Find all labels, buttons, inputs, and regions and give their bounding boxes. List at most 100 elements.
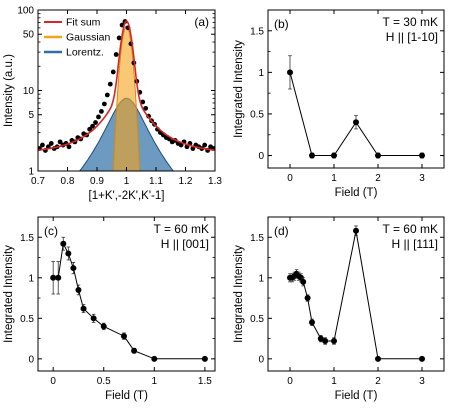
plot-area: [38, 19, 215, 171]
panel-label: (c): [44, 224, 58, 238]
data-point: [190, 146, 196, 151]
y-tick-label: 1.5: [250, 233, 264, 244]
data-point: [70, 265, 77, 272]
x-tick-label: 0: [50, 376, 56, 387]
annotation-text: T = 30 mK: [383, 15, 438, 29]
data-point: [131, 347, 138, 354]
y-axis-label: Intensity (a.u.): [3, 54, 15, 127]
y-tick-label: 1: [258, 68, 264, 79]
data-point: [87, 126, 93, 132]
x-axis-label: Field (T): [335, 390, 378, 402]
panel-a: 0.7 0.8 0.9 1 1.1 1.2 1.3 1 5 10 50 100 [1+K',-2K',K…: [3, 6, 222, 203]
x-tick-label: 2: [375, 376, 381, 387]
x-tick-label: 0: [287, 173, 293, 184]
data-point: [90, 123, 95, 129]
y-tick-label: 100: [17, 6, 34, 17]
data-point: [107, 81, 113, 87]
panel-label: (a): [194, 15, 209, 29]
x-tick-label: 2: [375, 173, 381, 184]
y-tick-label: 0: [258, 151, 264, 162]
data-point: [55, 274, 62, 281]
annotation-text: T = 60 mK: [383, 222, 438, 236]
x-axis-label: Field (T): [335, 187, 378, 199]
y-tick-label: 1.5: [20, 233, 34, 244]
data-point: [57, 139, 63, 145]
data-point: [100, 323, 107, 330]
x-tick-label: 0.7: [31, 176, 45, 187]
data-point: [309, 152, 315, 159]
y-tick-label: 5: [28, 110, 34, 121]
y-axis-label: Integrated Intensity: [3, 245, 15, 343]
x-tick-label: 1: [331, 376, 337, 387]
x-tick-label: 0.5: [97, 376, 111, 387]
data-point: [375, 355, 381, 362]
y-tick-label: 1: [28, 273, 34, 284]
data-point: [317, 335, 324, 342]
y-tick-label: 1.5: [250, 26, 264, 37]
data-point: [322, 338, 329, 345]
x-tick-label: 3: [419, 173, 425, 184]
data-point: [48, 141, 54, 146]
x-tick-label: 0: [287, 376, 293, 387]
data-point: [202, 142, 208, 148]
data-point: [419, 355, 425, 362]
x-tick-label: 1: [124, 176, 130, 187]
x-tick-label: 1: [152, 376, 158, 387]
y-axis-label: Integrated Intensity: [233, 40, 245, 138]
x-tick-label: 0.9: [90, 176, 104, 187]
data-point: [143, 105, 149, 111]
x-tick-label: 1.2: [179, 176, 193, 187]
y-tick-label: 1: [258, 273, 264, 284]
annotation-text: H || [1-10]: [386, 30, 438, 44]
y-tick-label: 0.5: [20, 314, 34, 325]
x-tick-label: 1.5: [198, 376, 212, 387]
data-line: [53, 242, 205, 360]
gaussian-fill: [113, 25, 140, 171]
x-tick-label: 1: [331, 173, 337, 184]
data-point: [309, 319, 315, 326]
data-point: [50, 274, 57, 281]
data-point: [201, 355, 208, 362]
data-point: [93, 120, 98, 125]
annotation-text: T = 60 mK: [154, 222, 209, 236]
data-point: [96, 114, 101, 120]
data-point: [60, 240, 67, 247]
data-point: [101, 101, 107, 107]
panel-label: (d): [274, 224, 289, 238]
annotation-text: H || [001]: [161, 237, 209, 251]
panel-b: 0 1 2 3 0 0.5 1 1.5 Field (T) Integrated Intensit…: [233, 9, 445, 199]
panel-label: (b): [274, 17, 289, 31]
y-tick-label: 0.5: [250, 109, 264, 120]
data-point: [99, 109, 104, 114]
fit-sum-line: [38, 20, 215, 152]
data-point: [120, 333, 127, 340]
data-point: [65, 250, 72, 257]
data-point: [116, 35, 122, 41]
x-tick-label: 1.3: [208, 176, 222, 187]
x-tick-label: 3: [419, 376, 425, 387]
data-point: [419, 152, 425, 159]
data-point: [80, 305, 87, 312]
data-point: [300, 278, 307, 285]
panel-d: 0 1 2 3 0 0.5 1 1.5 Field (T) Integrated Intensit…: [233, 216, 445, 402]
data-point: [331, 152, 337, 159]
data-point: [331, 338, 337, 345]
data-point: [90, 315, 97, 322]
data-point: [353, 227, 359, 234]
panel-c: 0 0.5 1 1.5 0 0.5 1 1.5 Field (T) Integrated Inte…: [3, 216, 216, 402]
plot-frame: [267, 216, 445, 372]
y-tick-label: 0: [28, 354, 34, 365]
y-tick-label: 0.5: [250, 314, 264, 325]
data-point: [304, 295, 311, 302]
legend-label: Lorentz.: [66, 47, 104, 59]
data-point: [287, 69, 293, 76]
data-point: [104, 92, 110, 98]
data-point: [375, 152, 381, 159]
data-point: [151, 355, 158, 362]
legend-label: Gaussian: [66, 32, 111, 44]
data-point: [66, 144, 72, 150]
annotation-text: H || [111]: [392, 237, 438, 251]
data-point: [353, 119, 359, 126]
data-point: [75, 286, 82, 293]
